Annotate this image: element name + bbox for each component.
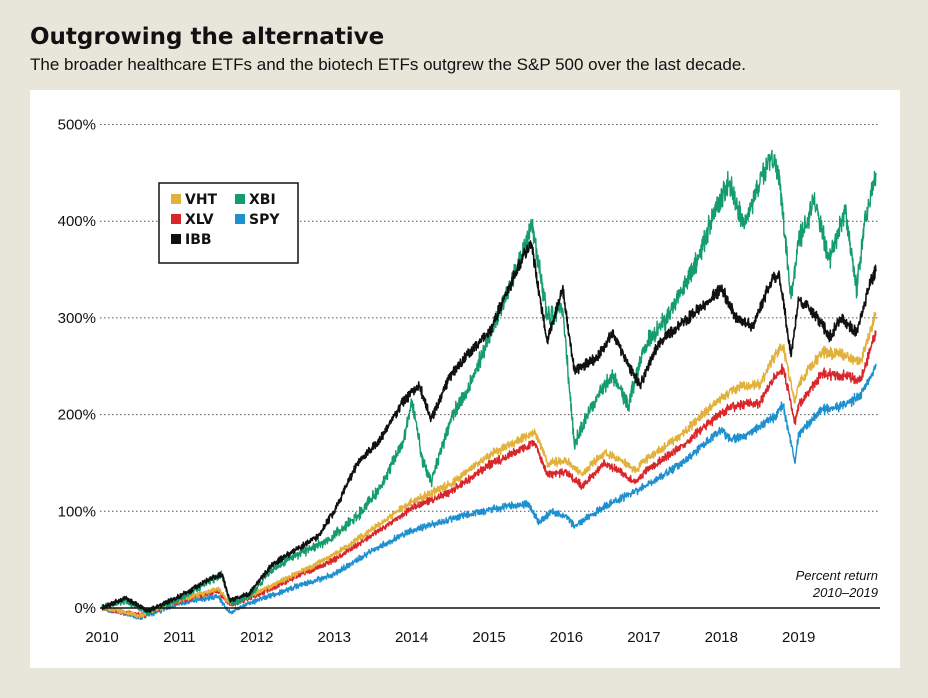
- legend-swatch-xbi: [235, 194, 245, 204]
- legend-label-xlv: XLV: [185, 212, 214, 228]
- y-tick-label: 0%: [74, 600, 96, 617]
- x-tick-label: 2014: [395, 629, 428, 646]
- y-tick-label: 400%: [58, 213, 96, 230]
- x-tick-label: 2019: [782, 629, 815, 646]
- legend-label-ibb: IBB: [185, 232, 212, 248]
- y-tick-label: 500%: [58, 117, 96, 134]
- x-tick-label: 2013: [318, 629, 351, 646]
- legend-box: [158, 182, 299, 264]
- legend-swatch-xlv: [171, 214, 181, 224]
- chart-title: Outgrowing the alternative: [30, 24, 385, 50]
- note-line-1: Percent return: [796, 568, 878, 583]
- x-tick-label: 2016: [550, 629, 583, 646]
- legend-swatch-spy: [235, 214, 245, 224]
- series-lines: [101, 149, 877, 620]
- series-line-spy: [101, 363, 877, 620]
- x-tick-label: 2012: [240, 629, 273, 646]
- chart-panel: 0% 100% 200% 300% 400% 500% 2010 2011 2012 2013 2…: [30, 90, 900, 668]
- line-chart: 0%100%200%300%400%500% 2010 2011 2012 2013 2…: [58, 117, 880, 646]
- x-tick-label: 2010: [85, 629, 118, 646]
- y-tick-label: 300%: [58, 310, 96, 327]
- x-axis-ticks: 2010 2011 2012 2013 2014 2015 2016 2017 2018 2019: [85, 629, 815, 646]
- x-tick-label: 2011: [163, 629, 195, 646]
- chart-subtitle: The broader healthcare ETFs and the biot…: [30, 55, 746, 74]
- note-line-2: 2010–2019: [812, 585, 878, 600]
- legend-swatch-vht: [171, 194, 181, 204]
- series-line-xbi: [101, 149, 877, 616]
- legend-label-vht: VHT: [185, 192, 218, 208]
- header: Outgrowing the alternative The broader h…: [30, 22, 910, 76]
- x-tick-label: 2018: [705, 629, 738, 646]
- x-tick-label: 2015: [472, 629, 505, 646]
- y-axis-ticks: 0% 100% 200% 300% 400% 500%: [58, 117, 96, 618]
- y-tick-label: 200%: [58, 407, 96, 424]
- x-tick-label: 2017: [627, 629, 660, 646]
- legend-swatch-ibb: [171, 234, 181, 244]
- legend: VHT XBI XLV SPY IBB: [158, 182, 299, 264]
- legend-label-spy: SPY: [249, 212, 280, 228]
- series-line-vht: [101, 311, 877, 619]
- y-tick-label: 100%: [58, 503, 96, 520]
- legend-label-xbi: XBI: [249, 192, 276, 208]
- series-line-ibb: [101, 240, 877, 613]
